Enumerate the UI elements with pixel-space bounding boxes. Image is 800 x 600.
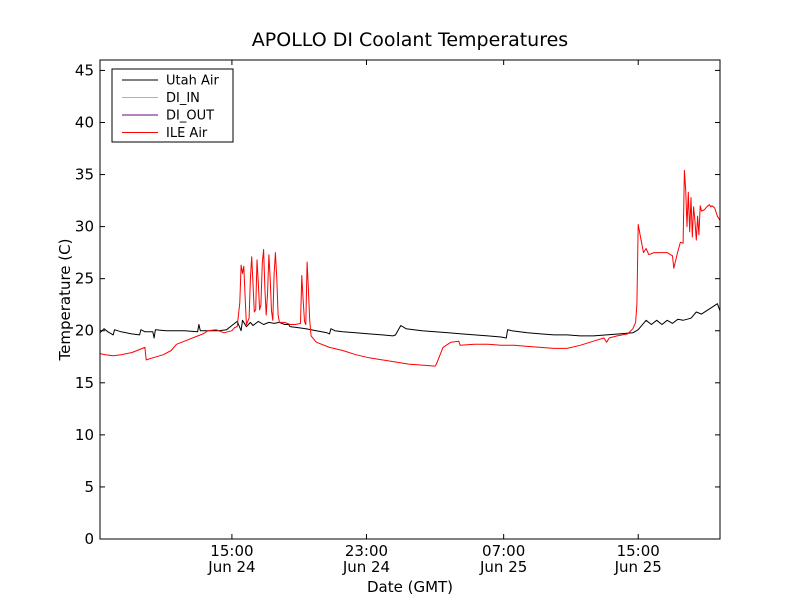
y-tick-label: 25	[75, 270, 94, 288]
y-tick-label: 45	[75, 61, 94, 79]
chart-title: APOLLO DI Coolant Temperatures	[252, 29, 568, 51]
legend-label-di-out: DI_OUT	[166, 109, 214, 124]
x-tick-label-date: Jun 24	[207, 558, 255, 576]
plot-frame	[99, 59, 721, 540]
legend-label-ile-air: ILE Air	[166, 126, 208, 141]
x-tick-label-date: Jun 25	[479, 558, 527, 576]
y-tick-label: 5	[84, 478, 94, 496]
x-tick-label-time: 07:00	[482, 542, 525, 560]
legend-label-utah-air: Utah Air	[166, 74, 219, 89]
y-tick-label: 40	[75, 113, 94, 131]
y-axis-label: Temperature (C)	[56, 239, 74, 362]
y-tick-label: 20	[75, 322, 94, 340]
y-tick-label: 10	[75, 426, 94, 444]
x-tick-label-time: 15:00	[617, 542, 660, 560]
y-tick-label: 35	[75, 166, 94, 184]
y-tick-label: 0	[84, 530, 94, 548]
y-tick-label: 15	[75, 374, 94, 392]
x-tick-label-date: Jun 25	[614, 558, 662, 576]
x-tick-label-time: 15:00	[210, 542, 253, 560]
legend: Utah Air DI_IN DI_OUT ILE Air	[111, 68, 234, 143]
series-line-utah-air	[100, 303, 720, 339]
legend-label-di-in: DI_IN	[166, 91, 200, 106]
x-tick-label-date: Jun 24	[342, 558, 390, 576]
legend-box	[111, 68, 234, 143]
y-tick-label: 30	[75, 218, 94, 236]
series-line-ile-air	[100, 169, 720, 367]
x-tick-label-time: 23:00	[345, 542, 388, 560]
x-axis-label: Date (GMT)	[367, 578, 453, 596]
plot-area	[100, 169, 720, 367]
